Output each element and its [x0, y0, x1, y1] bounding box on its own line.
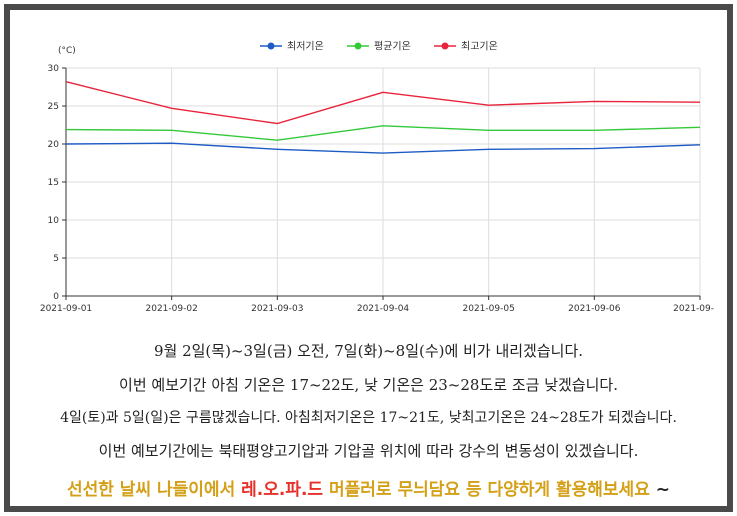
series-line-3	[65, 81, 701, 125]
legend-swatch-dot	[354, 42, 362, 50]
legend-label[interactable]: 최고기온	[461, 41, 498, 53]
x-tick-label: 2021-09-01	[40, 304, 92, 314]
x-tick-label: 2021-09-06	[568, 304, 621, 314]
x-tick-label: 2021-09-02	[146, 304, 198, 314]
promo-text-1: 선선한 날씨 나들이에서	[66, 480, 236, 500]
temperature-line-chart: 0 5 10 15 20 25 30 2021-09-01 2021-09-02 2021-09-…	[40, 41, 714, 315]
x-tick-label: 2021-09-03	[251, 304, 303, 314]
y-tick-label: 10	[48, 216, 60, 226]
promo-tail: ~	[655, 480, 671, 500]
promo-text-2: 머플러로 무늬담요 등 다양하게 활용해보세요	[329, 480, 650, 500]
y-tick-label: 30	[48, 64, 60, 74]
caption-line-3: 4일(토)과 5일(일)은 구름많겠습니다. 아침최저기온은 17~21도, 낮…	[60, 410, 677, 426]
y-tick-label: 20	[48, 140, 60, 150]
y-unit-label: (°C)	[58, 46, 76, 56]
legend-label[interactable]: 최저기온	[287, 41, 324, 53]
y-tick-label: 0	[53, 292, 59, 302]
y-tick-label: 25	[48, 102, 59, 112]
card-frame: 0 5 10 15 20 25 30 2021-09-01 2021-09-02 2021-09-…	[4, 4, 733, 512]
legend-swatch-dot	[267, 42, 275, 50]
series-line-1	[65, 142, 701, 154]
caption-line-4: 이번 예보기간에는 북태평양고기압과 기압골 위치에 따라 강수의 변동성이 있…	[98, 442, 639, 460]
series-line-2	[65, 125, 701, 141]
y-tick-label: 5	[53, 254, 59, 264]
x-tick-label: 2021-09-04	[357, 304, 410, 314]
legend-swatch-dot	[441, 42, 449, 50]
caption-line-1: 9월 2일(목)~3일(금) 오전, 7일(화)~8일(수)에 비가 내리겠습니…	[153, 342, 584, 360]
caption-line-2: 이번 예보기간 아침 기온은 17~22도, 낮 기온은 23~28도로 조금 …	[119, 376, 618, 394]
promo-brand: 레.오.파.드	[241, 480, 324, 500]
y-tick-label: 15	[48, 178, 59, 188]
promo-line: 선선한 날씨 나들이에서 레.오.파.드 머플러로 무늬담요 등 다양하게 활용…	[10, 475, 727, 500]
x-tick-label: 2021-09-	[673, 304, 714, 314]
legend-label[interactable]: 평균기온	[374, 41, 411, 53]
x-tick-label: 2021-09-05	[463, 304, 515, 314]
